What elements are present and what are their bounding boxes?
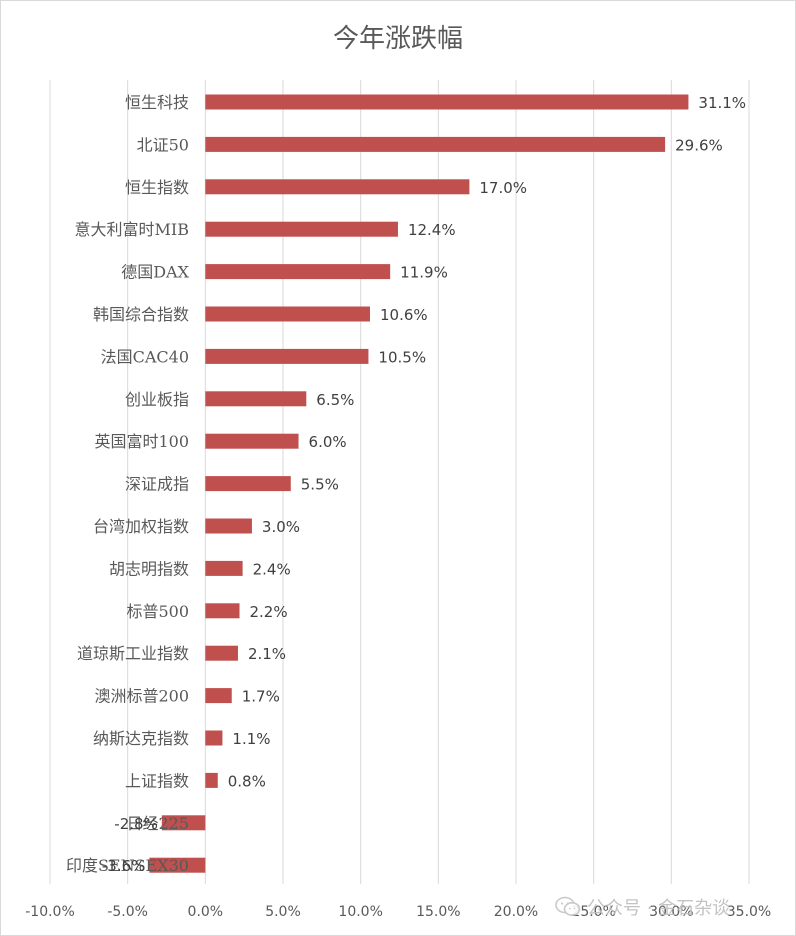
x-tick-label: 35.0% <box>727 904 771 920</box>
bar <box>205 136 666 152</box>
category-label: 印度SENSEX30 <box>66 856 189 875</box>
bar <box>205 476 291 492</box>
bar <box>205 264 391 280</box>
bar <box>205 391 307 407</box>
x-tick-label: 0.0% <box>188 904 224 920</box>
data-label: 1.1% <box>232 730 270 748</box>
category-label: 道琼斯工业指数 <box>77 644 189 663</box>
bar <box>205 179 470 195</box>
category-label: 意大利富时MIB <box>75 220 189 239</box>
category-label: 台湾加权指数 <box>93 517 189 536</box>
category-label: 韩国综合指数 <box>93 305 189 324</box>
data-label: 2.4% <box>253 560 291 578</box>
bar <box>205 221 398 237</box>
data-label: 11.9% <box>400 264 448 282</box>
data-label: 17.0% <box>479 179 527 197</box>
data-label: 6.5% <box>316 391 354 409</box>
category-label: 澳洲标普200 <box>94 687 189 706</box>
bar <box>205 603 240 619</box>
data-label: 29.6% <box>675 136 723 154</box>
category-label: 法国CAC40 <box>101 347 189 366</box>
x-tick-label: 30.0% <box>649 904 693 920</box>
category-label: 深证成指 <box>125 475 189 494</box>
data-label: 31.1% <box>698 94 746 112</box>
chart-title: 今年涨跌幅 <box>332 24 463 54</box>
category-label: 恒生指数 <box>125 178 189 197</box>
x-tick-label: -10.0% <box>25 904 75 920</box>
data-label: 2.1% <box>248 645 286 663</box>
category-label: 恒生科技 <box>125 93 189 112</box>
bar <box>205 688 232 704</box>
category-label: 德国DAX <box>121 263 189 282</box>
bar <box>205 560 243 576</box>
x-tick-label: 10.0% <box>338 904 382 920</box>
data-label: -3.6% <box>102 857 146 875</box>
bar <box>205 94 689 110</box>
x-tick-label: -5.0% <box>107 904 148 920</box>
category-label: 北证50 <box>137 135 189 154</box>
watermark: 公众号 · 金石杂谈 <box>555 892 730 922</box>
bar <box>205 433 299 449</box>
x-tick-label: 5.0% <box>265 904 301 920</box>
data-label: -2.8% <box>114 815 158 833</box>
category-label: 日经225 <box>126 814 189 833</box>
data-label: 0.8% <box>228 772 266 790</box>
data-label: 6.0% <box>309 433 347 451</box>
data-label: 12.4% <box>408 221 456 239</box>
bar <box>149 857 206 873</box>
bar <box>205 306 370 322</box>
data-label: 1.7% <box>242 688 280 706</box>
wechat-icon <box>555 896 581 916</box>
bar <box>205 772 218 788</box>
bar <box>205 730 223 746</box>
x-tick-label: 25.0% <box>571 904 615 920</box>
category-label: 纳斯达克指数 <box>93 729 189 748</box>
watermark-text: 公众号 · 金石杂谈 <box>587 898 731 919</box>
data-label: 5.5% <box>301 476 339 494</box>
data-label: 2.2% <box>250 603 288 621</box>
data-label: 10.5% <box>378 348 426 366</box>
category-label: 上证指数 <box>125 771 189 790</box>
bar <box>205 518 252 534</box>
bar <box>205 645 238 661</box>
x-tick-label: 15.0% <box>416 904 460 920</box>
data-label: 10.6% <box>380 306 428 324</box>
category-label: 标普500 <box>126 602 189 621</box>
category-label: 创业板指 <box>125 390 189 409</box>
bar <box>161 815 206 831</box>
category-label: 胡志明指数 <box>109 559 189 578</box>
x-tick-label: 20.0% <box>494 904 538 920</box>
category-label: 英国富时100 <box>94 432 189 451</box>
bar <box>205 348 369 364</box>
data-label: 3.0% <box>262 518 300 536</box>
